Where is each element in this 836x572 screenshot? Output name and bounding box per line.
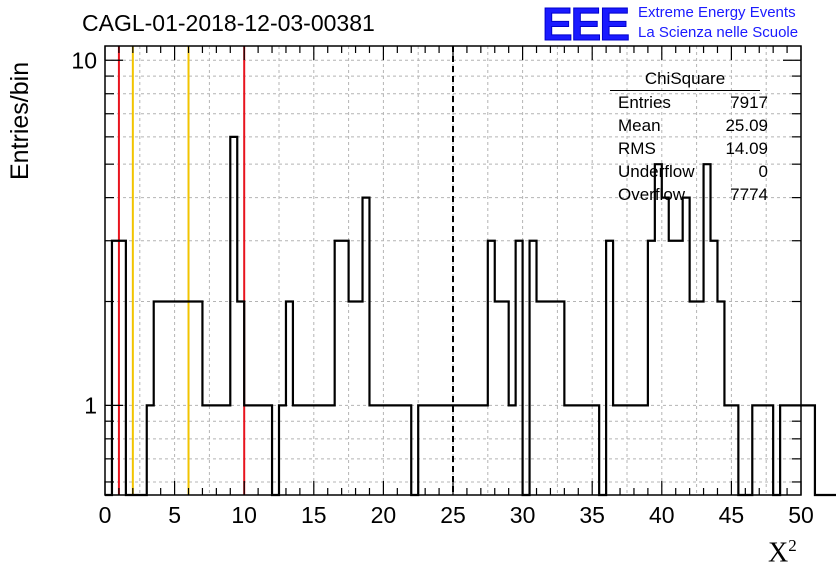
stats-key: Underflow [618,162,695,181]
logo-subtitle-2: La Scienza nelle Scuole [638,24,799,41]
x-tick-label: 0 [99,502,112,528]
histogram-series [105,135,836,497]
stats-row-overflow: Overflow 7774 [608,183,778,206]
stats-key: Entries [618,93,671,112]
stats-value: 0 [758,162,768,181]
stats-row-rms: RMS 14.09 [608,137,778,160]
stats-value: 25.09 [725,116,768,135]
x-tick-label: 30 [510,502,536,528]
x-tick-label: 25 [440,502,466,528]
stats-title: ChiSquare [610,68,760,91]
stats-value: 7917 [730,93,768,112]
stats-row-mean: Mean 25.09 [608,114,778,137]
stats-row-underflow: Underflow 0 [608,160,778,183]
x-tick-label: 35 [579,502,605,528]
stats-box: ChiSquare Entries 7917 Mean 25.09 RMS 14… [608,68,778,206]
x-tick-label: 45 [719,502,745,528]
y-tick-label: 1 [84,392,97,418]
x-tick-label: 40 [649,502,675,528]
eee-logo: EEE [541,0,630,51]
x-tick-label: 50 [788,502,814,528]
x-tick-label: 15 [301,502,327,528]
stats-key: Mean [618,116,661,135]
stats-row-entries: Entries 7917 [608,91,778,114]
stats-key: Overflow [618,185,686,204]
y-tick-label: 10 [71,47,97,73]
stats-value: 7774 [730,185,768,204]
x-tick-label: 20 [371,502,397,528]
stats-key: RMS [618,139,656,158]
stats-value: 14.09 [725,139,768,158]
x-axis-label: X2 [768,536,797,569]
logo-subtitle-1: Extreme Energy Events [638,4,796,21]
x-tick-label: 5 [168,502,181,528]
x-tick-label: 10 [231,502,257,528]
run-title: CAGL-01-2018-12-03-00381 [82,10,375,36]
